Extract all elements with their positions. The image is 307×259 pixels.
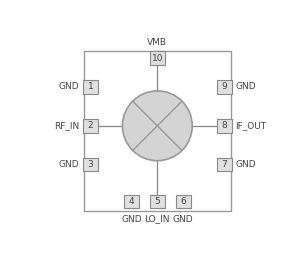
Text: 10: 10	[152, 54, 163, 62]
Text: 9: 9	[221, 82, 227, 91]
FancyBboxPatch shape	[83, 158, 98, 171]
FancyBboxPatch shape	[217, 158, 231, 171]
FancyBboxPatch shape	[150, 195, 165, 208]
Circle shape	[122, 91, 192, 161]
FancyBboxPatch shape	[217, 119, 231, 133]
Text: 4: 4	[129, 197, 134, 206]
Text: IF_OUT: IF_OUT	[235, 121, 266, 130]
FancyBboxPatch shape	[83, 80, 98, 94]
FancyBboxPatch shape	[176, 195, 191, 208]
FancyBboxPatch shape	[124, 195, 139, 208]
Text: LO_IN: LO_IN	[145, 214, 170, 224]
Text: GND: GND	[59, 160, 80, 169]
Text: 3: 3	[88, 160, 93, 169]
Text: 8: 8	[221, 121, 227, 130]
Text: 6: 6	[181, 197, 186, 206]
Text: GND: GND	[235, 160, 256, 169]
Bar	[84, 51, 231, 211]
FancyBboxPatch shape	[150, 51, 165, 65]
Text: GND: GND	[235, 82, 256, 91]
Text: 7: 7	[221, 160, 227, 169]
FancyBboxPatch shape	[83, 119, 98, 133]
Text: GND: GND	[173, 214, 194, 224]
Text: GND: GND	[121, 214, 142, 224]
Text: GND: GND	[59, 82, 80, 91]
Text: 5: 5	[154, 197, 160, 206]
FancyBboxPatch shape	[217, 80, 231, 94]
Text: VMB: VMB	[147, 38, 167, 47]
Text: 2: 2	[88, 121, 93, 130]
Text: RF_IN: RF_IN	[54, 121, 80, 130]
Text: 1: 1	[88, 82, 93, 91]
